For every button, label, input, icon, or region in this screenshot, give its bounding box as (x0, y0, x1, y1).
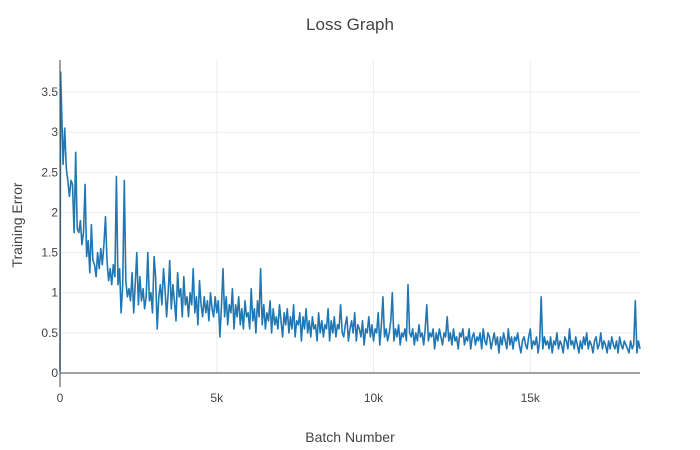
y-tick-label: 1.5 (41, 246, 58, 260)
y-tick-label: 3.5 (41, 85, 58, 99)
y-axis-ticks: 0 0.5 1 1.5 2 2.5 3 3.5 (41, 85, 58, 380)
x-tick-label: 5k (210, 391, 224, 405)
x-tick-label: 10k (364, 391, 384, 405)
y-tick-label: 3 (51, 125, 58, 139)
x-tick-label: 0 (57, 391, 64, 405)
y-tick-label: 2 (51, 205, 58, 219)
y-tick-label: 2.5 (41, 165, 58, 179)
series-line (59, 71, 641, 372)
x-tick-label: 15k (521, 391, 541, 405)
chart-title: Loss Graph (306, 15, 394, 34)
y-axis-title: Training Error (9, 182, 25, 267)
y-tick-label: 0.5 (41, 326, 58, 340)
y-tick-label: 1 (51, 286, 58, 300)
y-tick-label: 0 (51, 366, 58, 380)
x-axis-title: Batch Number (305, 429, 395, 445)
x-axis-ticks: 0 5k 10k 15k (57, 391, 541, 405)
